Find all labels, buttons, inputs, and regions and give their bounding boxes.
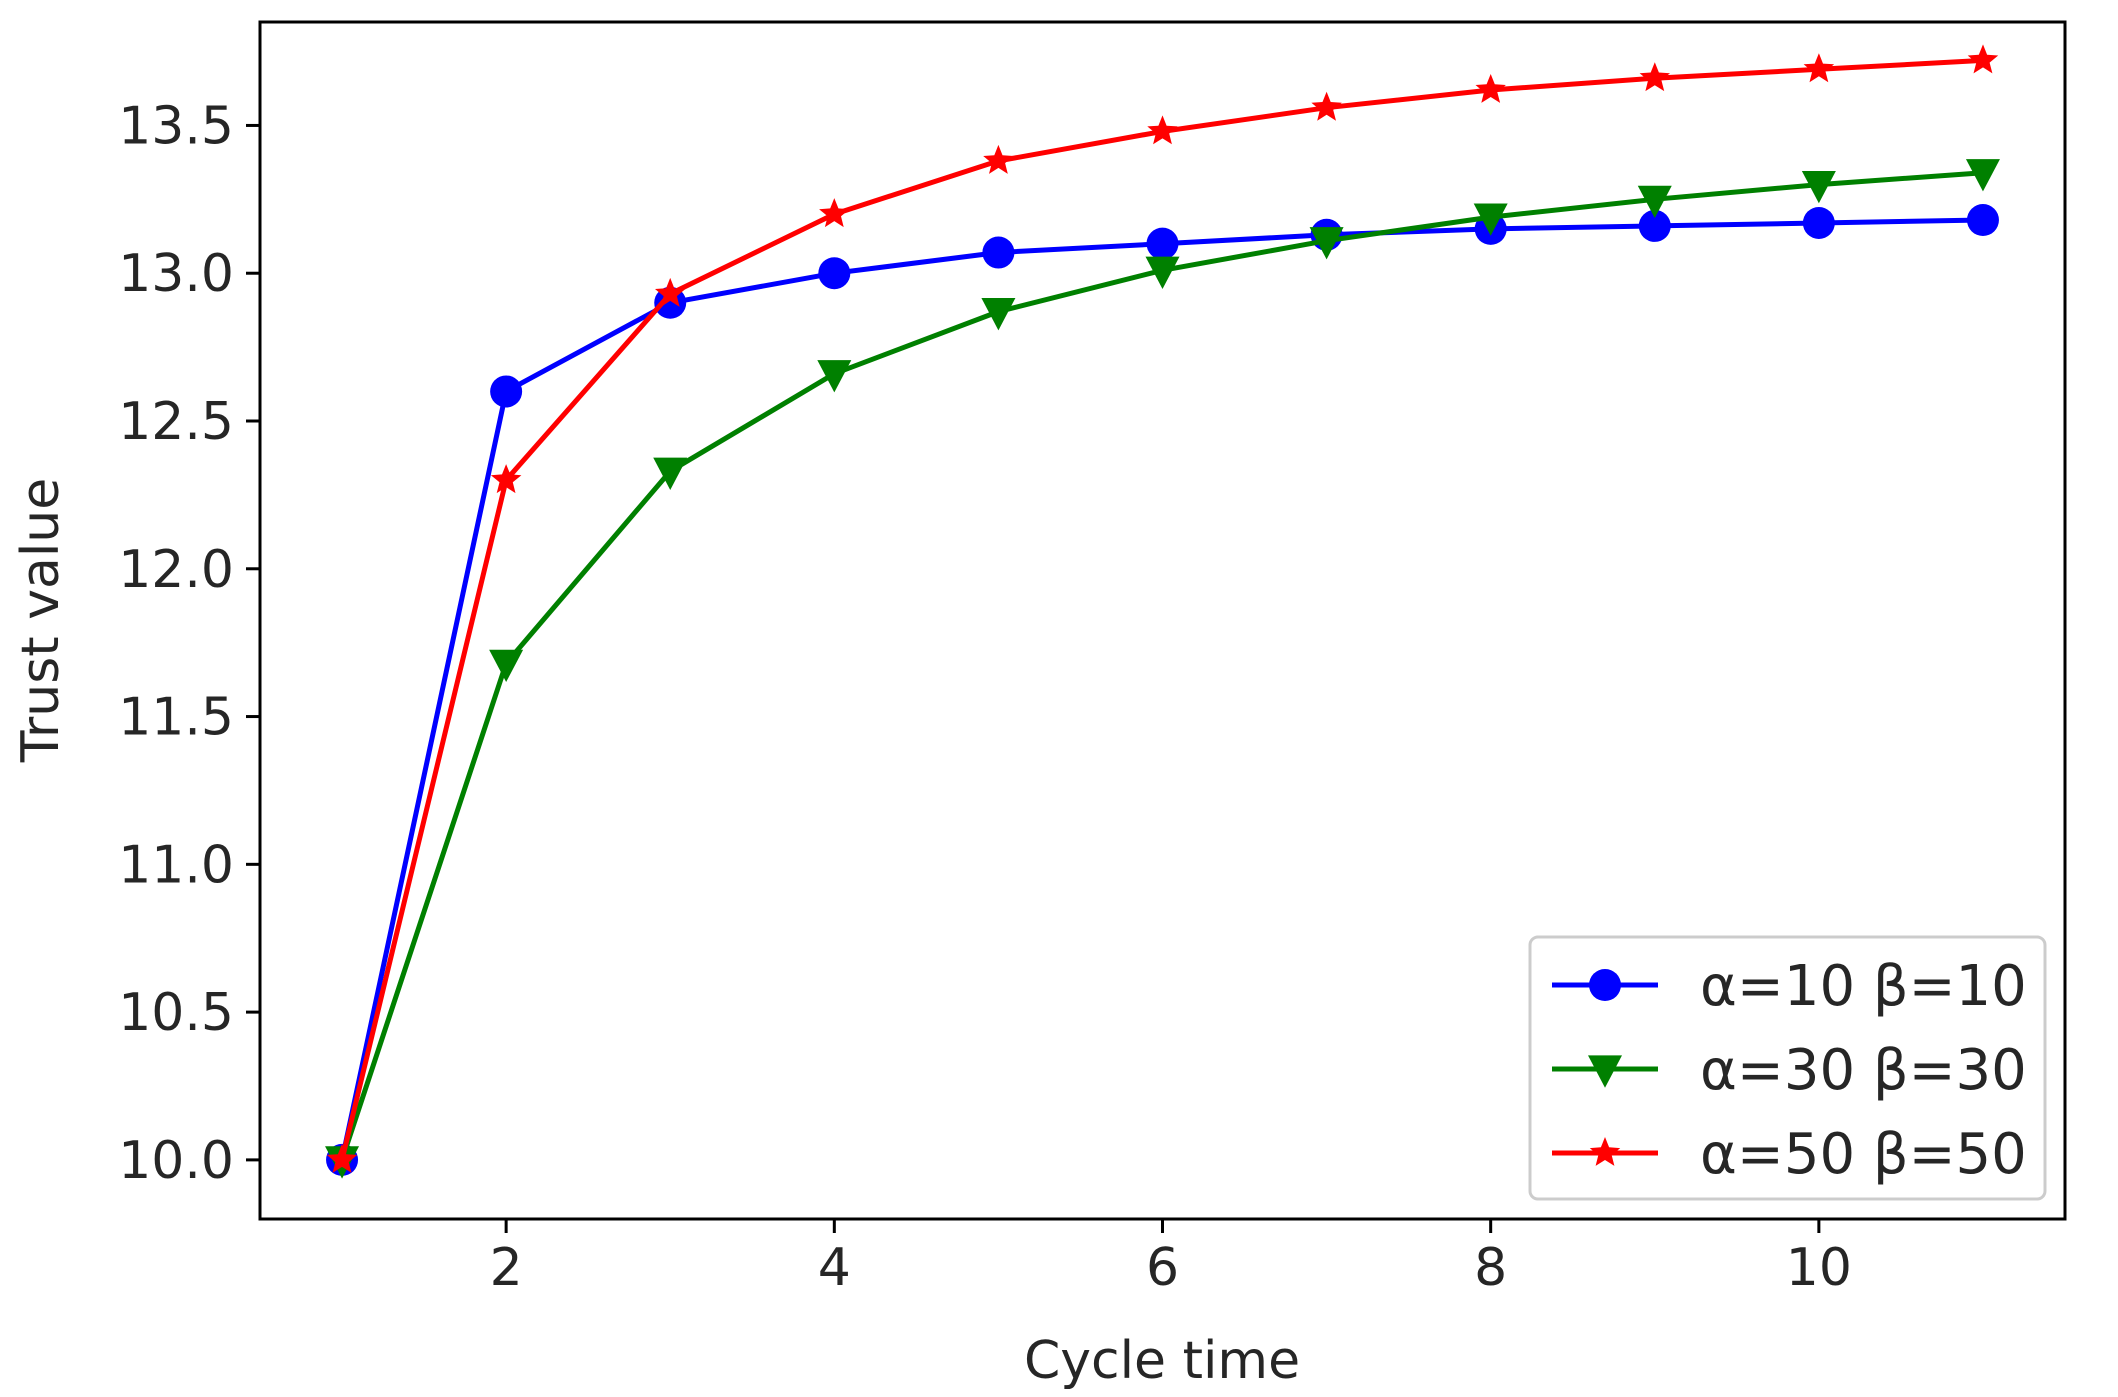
data-point [819, 198, 850, 228]
y-tick-label: 10.5 [118, 983, 234, 1043]
y-tick-label: 12.0 [118, 540, 234, 600]
legend: α=10 β=10 α=30 β=30 α=50 β=50 [1528, 935, 2047, 1201]
data-point [1639, 62, 1670, 92]
legend-item: α=10 β=10 [1552, 954, 2027, 1019]
data-point [1146, 227, 1179, 260]
y-tick-label: 12.5 [118, 392, 234, 452]
y-tick-label: 11.0 [118, 835, 234, 895]
data-point [818, 257, 851, 290]
legend-item: α=50 β=50 [1552, 1122, 2027, 1187]
data-point [490, 375, 523, 408]
series-3 [326, 44, 1999, 1173]
legend-marker [1588, 1055, 1622, 1088]
data-point [1473, 203, 1508, 236]
data-point [981, 298, 1016, 331]
x-tick-label: 8 [1474, 1238, 1507, 1298]
data-point [1475, 74, 1506, 103]
x-tick-label: 4 [818, 1238, 851, 1298]
x-tick-label: 10 [1786, 1238, 1852, 1298]
data-point [1803, 53, 1835, 83]
data-point [1637, 185, 1672, 219]
data-point [490, 464, 522, 494]
legend-marker [1589, 1137, 1621, 1166]
x-tick-label: 2 [490, 1238, 523, 1298]
axis-ticks: 2 4 6 8 10 10.0 10.5 11.0 11.5 12.0 12.5 13.0 13.5 [118, 96, 1852, 1298]
y-tick-label: 13.0 [118, 244, 234, 304]
legend-label: α=50 β=50 [1700, 1122, 2027, 1187]
legend-box [1528, 935, 2047, 1201]
legend-label: α=30 β=30 [1700, 1038, 2027, 1103]
data-point [1801, 170, 1836, 204]
data-point [817, 360, 852, 393]
data-point [983, 144, 1014, 174]
y-tick-label: 10.0 [118, 1131, 234, 1191]
y-tick-label: 13.5 [118, 96, 234, 156]
data-point [1965, 159, 2000, 192]
data-point [489, 649, 524, 683]
data-point [653, 457, 688, 490]
data-point [982, 236, 1015, 269]
data-point [1802, 206, 1835, 239]
data-point [1147, 115, 1178, 145]
data-point [1967, 44, 1999, 74]
y-tick-label: 11.5 [118, 688, 234, 748]
x-tick-label: 6 [1146, 1238, 1179, 1298]
legend-marker [1589, 969, 1621, 1001]
y-axis-label: Trust value [11, 478, 71, 764]
x-axis-label: Cycle time [1024, 1331, 1300, 1391]
series-group [325, 44, 2000, 1179]
data-point [1309, 227, 1344, 260]
data-point [326, 1143, 358, 1173]
data-point [1966, 204, 1999, 237]
legend-label: α=10 β=10 [1700, 954, 2027, 1019]
legend-item: α=30 β=30 [1552, 1038, 2027, 1103]
data-point [1638, 209, 1671, 242]
data-point [1311, 91, 1342, 121]
data-point [1145, 256, 1180, 289]
data-point [655, 277, 686, 307]
